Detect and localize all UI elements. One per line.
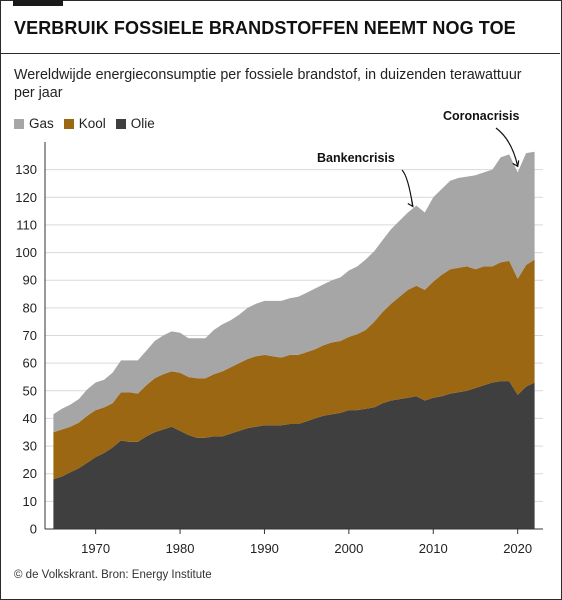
y-tick-label-80: 80 — [23, 300, 37, 315]
annotation-bankencrisis: Bankencrisis — [317, 151, 395, 165]
y-tick-label-120: 120 — [15, 190, 37, 205]
annotation-coronacrisis: Coronacrisis — [443, 109, 519, 123]
legend-swatch-olie — [115, 118, 126, 129]
legend-label-gas: Gas — [29, 116, 54, 131]
legend-label-kool: Kool — [78, 116, 106, 131]
legend: Gas Kool Olie — [14, 116, 165, 131]
y-tick-label-90: 90 — [23, 273, 37, 288]
area-kool — [53, 259, 535, 480]
header-divider — [1, 53, 560, 54]
x-tick-label-1980: 1980 — [166, 541, 195, 556]
annotation-arrow-bankencrisis — [401, 169, 414, 207]
legend-item-olie: Olie — [115, 116, 155, 131]
y-tick-label-30: 30 — [23, 439, 37, 454]
legend-swatch-gas — [14, 118, 24, 129]
y-tick-label-130: 130 — [15, 162, 37, 177]
chart-headline: VERBRUIK FOSSIELE BRANDSTOFFEN NEEMT NOG… — [14, 18, 516, 38]
y-tick-label-10: 10 — [23, 494, 37, 509]
chart-subtitle: Wereldwijde energieconsumptie per fossie… — [14, 67, 522, 101]
y-tick-label-20: 20 — [23, 466, 37, 481]
y-tick-label-110: 110 — [16, 217, 37, 232]
annotation-arrowhead-bankencrisis — [407, 200, 414, 208]
y-tick-label-70: 70 — [23, 328, 37, 343]
area-olie — [53, 381, 535, 529]
x-tick-label-2000: 2000 — [334, 541, 363, 556]
area-gas — [53, 151, 535, 433]
annotation-arrowhead-coronacrisis — [512, 160, 520, 168]
annotation-arrow-coronacrisis — [495, 127, 519, 167]
legend-label-olie: Olie — [130, 116, 155, 131]
legend-item-kool: Kool — [63, 116, 106, 131]
x-tick-label-1990: 1990 — [250, 541, 279, 556]
y-tick-label-50: 50 — [23, 383, 37, 398]
legend-swatch-kool — [63, 118, 74, 129]
header-accent-bar — [13, 0, 63, 6]
x-tick-label-2010: 2010 — [419, 541, 448, 556]
y-tick-label-40: 40 — [23, 411, 37, 426]
x-tick-label-2020: 2020 — [503, 541, 532, 556]
legend-item-gas: Gas — [14, 116, 54, 131]
x-tick-label-1970: 1970 — [81, 541, 110, 556]
y-tick-label-60: 60 — [23, 356, 37, 371]
y-tick-label-100: 100 — [15, 245, 37, 260]
y-tick-label-0: 0 — [30, 522, 37, 537]
source-credit: © de Volkskrant. Bron: Energy Institute — [14, 569, 212, 581]
